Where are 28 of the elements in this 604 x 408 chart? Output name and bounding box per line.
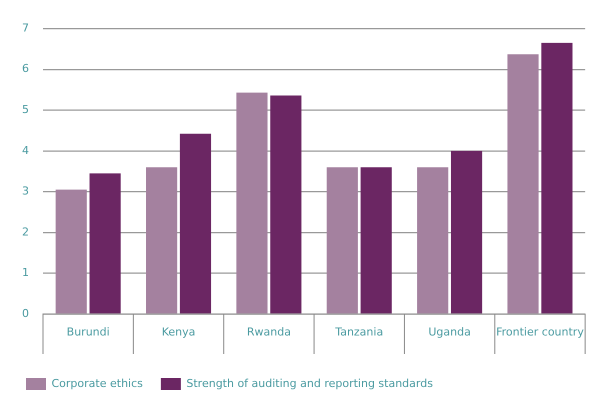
bar: [541, 42, 572, 314]
bar: [360, 167, 392, 314]
y-tick-label: 5: [22, 103, 29, 116]
x-tick-label: Kenya: [162, 325, 196, 338]
bar: [146, 167, 178, 314]
x-tick-label: Frontier country: [496, 325, 584, 338]
bar: [180, 134, 212, 314]
y-tick-label: 1: [22, 266, 29, 280]
bar: [450, 150, 482, 314]
legend-label: Strength of auditing and reporting standards: [186, 376, 434, 390]
x-tick-label: Uganda: [428, 325, 471, 338]
bar: [90, 173, 121, 314]
x-tick-label: Tanzania: [334, 325, 384, 338]
bar: [417, 167, 448, 314]
bar: [507, 54, 539, 314]
y-tick-label: 6: [22, 62, 29, 76]
x-tick-label: Rwanda: [246, 325, 291, 338]
y-tick-label: 3: [22, 184, 29, 198]
bar: [236, 92, 268, 314]
bar: [270, 95, 302, 314]
bar: [56, 190, 87, 314]
bar: [326, 167, 358, 314]
legend-label: Corporate ethics: [52, 376, 144, 390]
y-tick-label: 2: [22, 225, 29, 238]
y-tick-label: 7: [22, 21, 29, 34]
y-tick-label: 0: [22, 306, 29, 320]
x-tick-label: Burundi: [66, 325, 110, 338]
y-tick-label: 4: [22, 144, 29, 157]
